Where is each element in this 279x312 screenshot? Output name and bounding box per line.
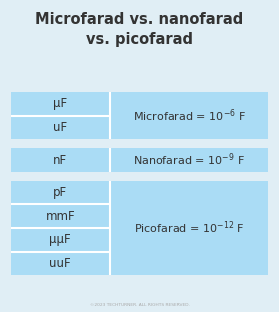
- Text: ©2023 TECHTURNER. ALL RIGHTS RESERVED.: ©2023 TECHTURNER. ALL RIGHTS RESERVED.: [90, 303, 189, 307]
- Text: Microfarad vs. nanofarad
vs. picofarad: Microfarad vs. nanofarad vs. picofarad: [35, 12, 244, 47]
- Text: μμF: μμF: [49, 233, 71, 246]
- Text: uuF: uuF: [49, 257, 71, 270]
- Text: mmF: mmF: [45, 210, 75, 223]
- Text: μF: μF: [53, 97, 67, 110]
- Text: Microfarad = 10$^{-6}$ F: Microfarad = 10$^{-6}$ F: [133, 107, 246, 124]
- Text: nF: nF: [53, 154, 67, 167]
- Text: Nanofarad = 10$^{-9}$ F: Nanofarad = 10$^{-9}$ F: [133, 152, 245, 168]
- FancyBboxPatch shape: [11, 92, 268, 139]
- Text: Picofarad = 10$^{-12}$ F: Picofarad = 10$^{-12}$ F: [134, 220, 244, 236]
- Text: pF: pF: [53, 186, 67, 199]
- FancyBboxPatch shape: [11, 148, 268, 172]
- Text: uF: uF: [53, 121, 67, 134]
- FancyBboxPatch shape: [11, 181, 268, 275]
